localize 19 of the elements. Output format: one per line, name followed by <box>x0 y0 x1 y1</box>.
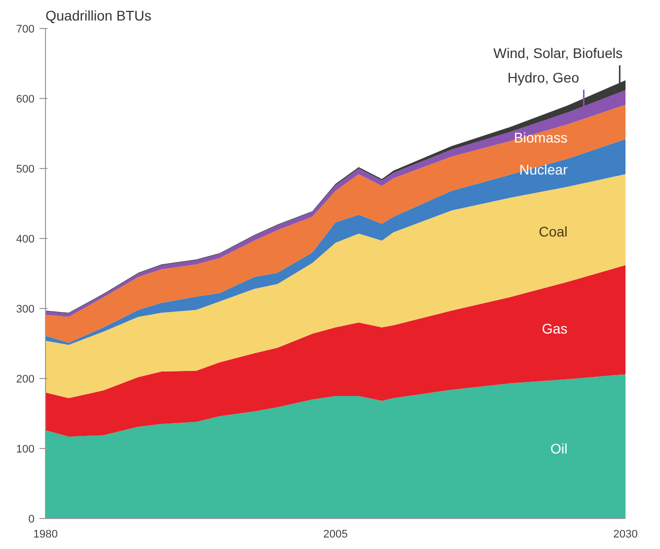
series-label: Biomass <box>514 130 568 146</box>
x-tick-label: 2005 <box>323 528 348 540</box>
x-tick-label: 2030 <box>613 528 638 540</box>
y-tick-label: 700 <box>16 24 35 36</box>
series-label: Nuclear <box>519 161 568 178</box>
y-tick-label: 100 <box>16 444 35 456</box>
y-tick-label: 400 <box>16 234 35 246</box>
y-tick-label: 300 <box>16 304 35 316</box>
series-label: Gas <box>542 320 568 336</box>
y-tick-label: 600 <box>16 94 35 106</box>
y-axis-title: Quadrillion BTUs <box>46 8 152 24</box>
series-label: Hydro, Geo <box>508 70 580 86</box>
series-label: Coal <box>538 223 568 240</box>
x-tick-label: 1980 <box>33 528 58 540</box>
series-label: Wind, Solar, Biofuels <box>493 45 623 61</box>
y-tick-label: 0 <box>28 514 35 526</box>
y-tick-label: 200 <box>16 374 35 386</box>
series-label: Oil <box>550 440 568 456</box>
y-tick-label: 500 <box>16 164 35 176</box>
